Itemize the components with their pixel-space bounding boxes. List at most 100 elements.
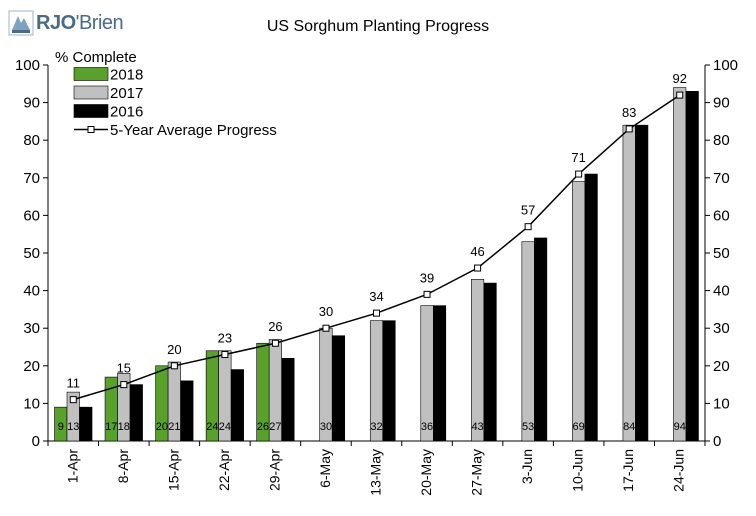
x-tick-label: 10-Jun bbox=[570, 449, 586, 492]
bar-2016 bbox=[483, 282, 497, 442]
bar-2016 bbox=[180, 380, 194, 442]
bar-2016 bbox=[230, 369, 244, 442]
bar-2016 bbox=[331, 335, 346, 442]
average-value-label: 92 bbox=[672, 71, 686, 86]
bar-value-label-2018: 9 bbox=[58, 421, 64, 433]
y-tick-label-right: 20 bbox=[713, 358, 730, 375]
legend-label-2018: 2018 bbox=[110, 67, 143, 84]
bar-2017 bbox=[572, 181, 586, 442]
bar-2016 bbox=[129, 384, 143, 442]
average-value-label: 46 bbox=[470, 244, 484, 259]
bar-2016 bbox=[584, 173, 598, 442]
bar-value-label-2017: 18 bbox=[118, 421, 130, 433]
bar-value-label-2017: 43 bbox=[471, 421, 483, 433]
average-point bbox=[221, 351, 229, 359]
bar-value-label-2017: 69 bbox=[573, 421, 585, 433]
bar-2016 bbox=[635, 124, 649, 442]
bar-2017 bbox=[471, 279, 485, 442]
bar-value-label-2017: 21 bbox=[168, 421, 180, 433]
y-tick-label-left: 0 bbox=[32, 433, 40, 450]
bar-value-label-2017: 32 bbox=[370, 421, 382, 433]
y-tick-label-left: 20 bbox=[23, 358, 40, 375]
average-value-label: 11 bbox=[67, 376, 81, 391]
y-tick-label-left: 40 bbox=[23, 283, 40, 300]
x-tick-label: 20-May bbox=[418, 449, 434, 496]
average-point bbox=[474, 264, 482, 272]
average-value-label: 30 bbox=[319, 304, 333, 319]
average-value-label: 20 bbox=[167, 342, 181, 357]
average-point bbox=[676, 91, 684, 99]
bar-2016 bbox=[534, 237, 548, 442]
y-tick-label-left: 30 bbox=[23, 320, 40, 337]
average-point bbox=[69, 396, 77, 404]
y-tick-label-left: 90 bbox=[23, 95, 40, 112]
bar-2016 bbox=[685, 91, 699, 442]
x-tick-label: 13-May bbox=[368, 449, 384, 496]
x-tick-label: 22-Apr bbox=[216, 449, 232, 491]
average-point bbox=[271, 339, 279, 347]
x-tick-label: 8-Apr bbox=[115, 449, 131, 484]
average-value-label: 83 bbox=[622, 105, 636, 120]
average-point bbox=[524, 223, 532, 231]
x-tick-label: 6-May bbox=[317, 449, 333, 488]
average-value-label: 34 bbox=[369, 289, 383, 304]
x-tick-label: 3-Jun bbox=[519, 449, 535, 484]
average-value-label: 23 bbox=[218, 331, 232, 346]
average-value-label: 39 bbox=[420, 270, 434, 285]
y-axis-label: % Complete bbox=[55, 49, 137, 66]
y-tick-label-right: 60 bbox=[713, 207, 730, 224]
bar-2017 bbox=[673, 87, 687, 442]
bar-2017 bbox=[622, 124, 636, 442]
bar-value-label-2017: 84 bbox=[623, 421, 635, 433]
legend-label-2017: 2017 bbox=[110, 85, 143, 102]
y-tick-label-right: 30 bbox=[713, 320, 730, 337]
average-point bbox=[575, 170, 583, 178]
x-tick-label: 29-Apr bbox=[266, 449, 282, 491]
y-tick-label-right: 0 bbox=[713, 433, 721, 450]
y-tick-label-right: 100 bbox=[713, 57, 738, 74]
legend-swatch-2017 bbox=[73, 85, 109, 100]
bar-2016 bbox=[432, 305, 447, 442]
x-tick-label: 15-Apr bbox=[165, 449, 181, 491]
y-tick-label-left: 70 bbox=[23, 170, 40, 187]
y-tick-label-left: 80 bbox=[23, 132, 40, 149]
chart-title: US Sorghum Planting Progress bbox=[266, 18, 490, 35]
average-point bbox=[170, 362, 178, 370]
x-tick-label: 17-Jun bbox=[620, 449, 636, 492]
y-tick-label-right: 70 bbox=[713, 170, 730, 187]
bar-value-label-2017: 30 bbox=[320, 421, 332, 433]
bar-value-label-2017: 94 bbox=[674, 421, 686, 433]
bar-2016 bbox=[79, 406, 93, 442]
y-tick-label-right: 90 bbox=[713, 95, 730, 112]
brand-name: RJO'Brien bbox=[36, 11, 124, 34]
y-tick-label-right: 10 bbox=[713, 395, 730, 412]
bar-value-label-2018: 17 bbox=[105, 421, 117, 433]
bar-value-label-2018: 26 bbox=[257, 421, 269, 433]
y-tick-label-right: 40 bbox=[713, 283, 730, 300]
y-tick-label-right: 50 bbox=[713, 245, 730, 262]
average-point bbox=[625, 125, 633, 133]
logo: RJO'Brien bbox=[8, 10, 124, 36]
legend-swatch-2016 bbox=[73, 104, 109, 118]
bar-value-label-2018: 24 bbox=[206, 421, 218, 433]
legend-label-average: 5-Year Average Progress bbox=[110, 122, 277, 139]
legend-marker-average bbox=[87, 126, 95, 133]
legend-label-2016: 2016 bbox=[110, 104, 143, 121]
bar-2016 bbox=[281, 357, 295, 442]
x-tick-label: 1-Apr bbox=[64, 449, 80, 484]
x-tick-label: 24-Jun bbox=[671, 449, 687, 492]
y-tick-label-left: 60 bbox=[23, 207, 40, 224]
bar-value-label-2017: 53 bbox=[522, 421, 534, 433]
bar-value-label-2018: 20 bbox=[156, 421, 168, 433]
y-tick-label-left: 50 bbox=[23, 245, 40, 262]
y-tick-label-left: 10 bbox=[23, 395, 40, 412]
average-value-label: 57 bbox=[521, 203, 535, 218]
average-point bbox=[322, 324, 330, 332]
x-tick-label: 27-May bbox=[469, 449, 485, 496]
y-tick-label-right: 80 bbox=[713, 132, 730, 149]
average-value-label: 15 bbox=[117, 361, 131, 376]
bar-value-label-2017: 36 bbox=[421, 421, 433, 433]
average-point bbox=[373, 309, 380, 317]
rjo-logo-icon bbox=[8, 10, 34, 36]
